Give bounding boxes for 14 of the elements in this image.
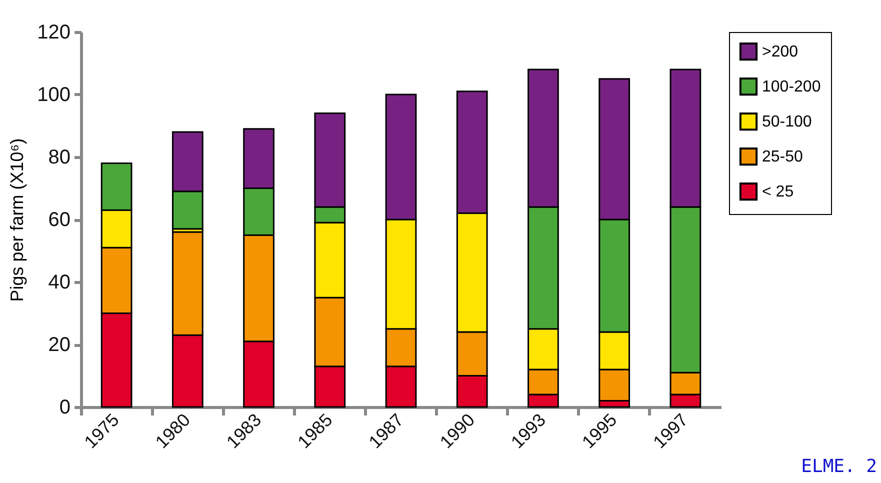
y-tick-label: 80	[48, 146, 70, 168]
y-tick-label: 0	[59, 396, 70, 418]
legend-label: 25-50	[762, 148, 804, 166]
legend-label: >200	[762, 44, 798, 60]
y-tick-label: 120	[37, 22, 70, 44]
legend-label: 50-100	[762, 114, 812, 130]
legend-label: 100-200	[762, 78, 821, 96]
y-axis-title: Pigs per farm (X10⁶)	[7, 138, 28, 302]
legend-label: < 25	[762, 184, 794, 200]
y-tick-label: 100	[37, 84, 70, 106]
y-tick-label: 40	[48, 272, 70, 294]
y-tick-label: 20	[48, 334, 70, 356]
text: ELME. 2	[801, 456, 877, 477]
y-tick-label: 60	[48, 209, 70, 231]
